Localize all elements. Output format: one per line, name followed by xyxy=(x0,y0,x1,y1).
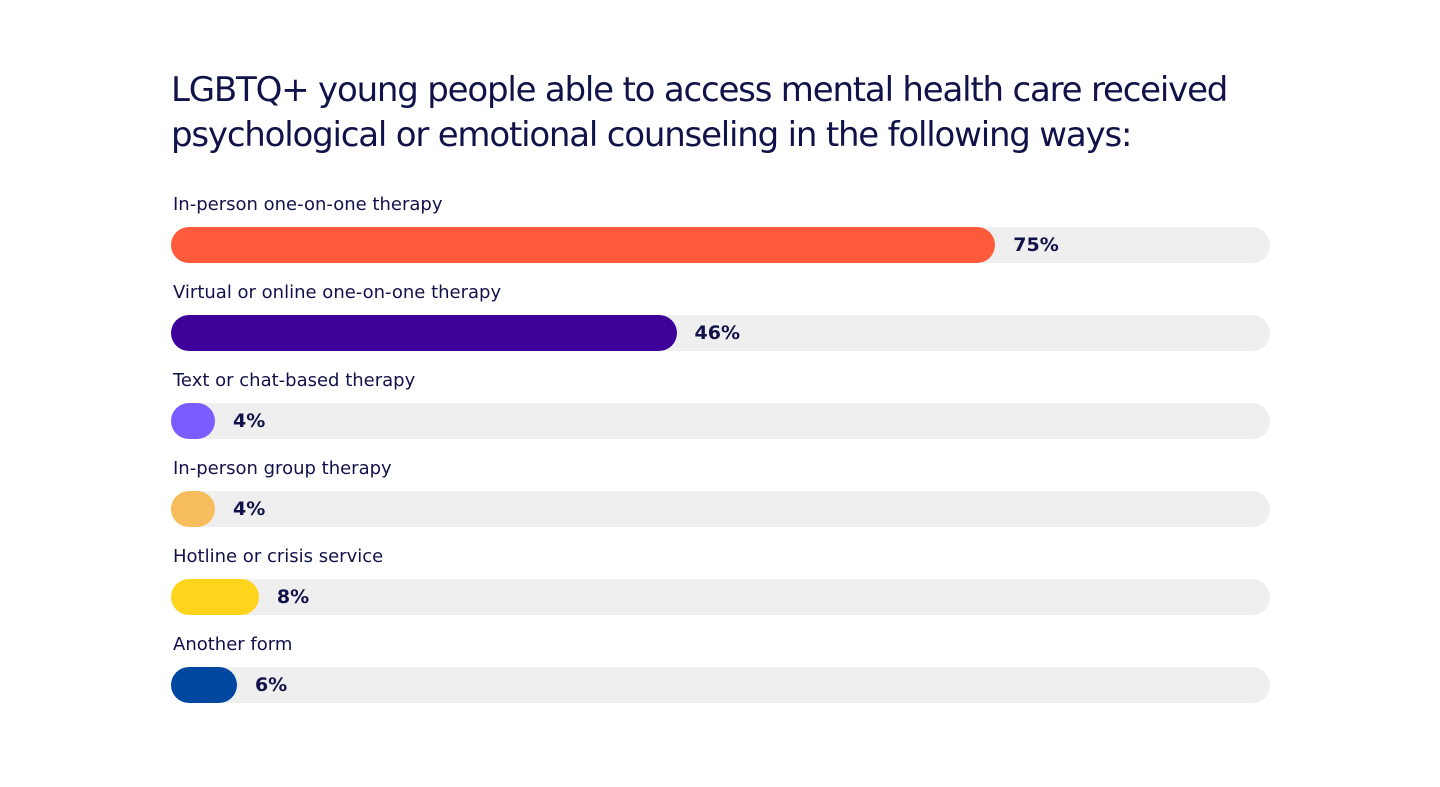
value-label: 46% xyxy=(694,322,741,344)
value-label: 8% xyxy=(276,586,310,608)
value-label: 6% xyxy=(254,674,288,696)
bar xyxy=(171,403,215,439)
bar-row: Another form 6% xyxy=(171,631,1270,719)
bar xyxy=(171,579,259,615)
category-label: Virtual or online one-on-one therapy xyxy=(173,282,502,303)
value-label: 4% xyxy=(233,498,266,520)
bar xyxy=(171,491,215,527)
category-label: Hotline or crisis service xyxy=(173,546,384,567)
value-label: 75% xyxy=(1013,234,1059,256)
bar xyxy=(171,667,237,703)
bar-row: In-person one-on-one therapy 75% xyxy=(171,191,1270,279)
bar-track xyxy=(171,667,1270,703)
category-label: Another form xyxy=(173,634,293,655)
bar xyxy=(171,227,996,263)
bar-track xyxy=(171,403,1270,439)
bar-row: Hotline or crisis service 8% xyxy=(171,543,1270,631)
bar-track xyxy=(171,227,1270,263)
bar-track xyxy=(171,491,1270,527)
category-label: In-person group therapy xyxy=(173,458,392,479)
bar-track xyxy=(171,315,1270,351)
bar-track xyxy=(171,579,1270,615)
value-label: 4% xyxy=(233,410,266,432)
bar-row: Text or chat-based therapy 4% xyxy=(171,367,1270,455)
chart-container: LGBTQ+ young people able to access menta… xyxy=(171,68,1270,703)
bar-row: Virtual or online one-on-one therapy 46% xyxy=(171,279,1270,367)
chart-title: LGBTQ+ young people able to access menta… xyxy=(171,70,1228,155)
category-label: Text or chat-based therapy xyxy=(173,370,416,391)
category-label: In-person one-on-one therapy xyxy=(173,194,443,215)
bar-row: In-person group therapy 4% xyxy=(171,455,1270,543)
bar xyxy=(171,315,677,351)
bar-rows: In-person one-on-one therapy 75% Virtual o… xyxy=(171,191,1270,719)
